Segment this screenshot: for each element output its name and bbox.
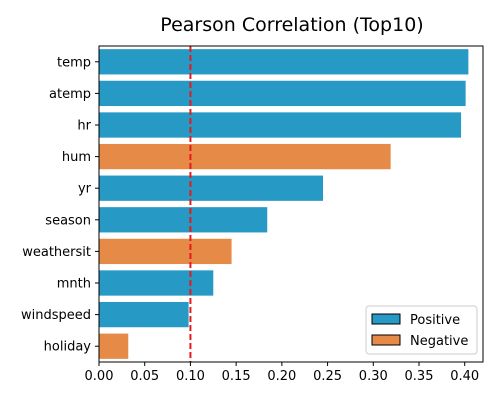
y-tick-label-hr: hr	[77, 119, 91, 134]
bar-weathersit	[99, 239, 232, 264]
y-tick-label-weathersit: weathersit	[22, 245, 91, 260]
y-tick-label-windspeed: windspeed	[21, 308, 91, 323]
legend: Positive Negative	[366, 306, 477, 354]
bar-mnth	[99, 270, 213, 295]
x-tick-label-0.25: 0.25	[313, 369, 342, 384]
y-tick-label-atemp: atemp	[49, 87, 91, 102]
bar-windspeed	[99, 302, 189, 327]
chart-title: Pearson Correlation (Top10)	[160, 14, 423, 36]
x-tick-label-0.40: 0.40	[450, 369, 479, 384]
x-tick-label-0.20: 0.20	[267, 369, 296, 384]
x-axis: 0.00 0.05 0.10 0.15 0.20 0.25 0.30 0.35 0.40	[85, 362, 480, 384]
y-tick-label-season: season	[45, 213, 91, 228]
x-tick-label-0.00: 0.00	[85, 369, 114, 384]
bar-holiday	[99, 334, 128, 359]
legend-swatch-negative	[372, 335, 400, 345]
y-tick-label-mnth: mnth	[57, 277, 91, 292]
y-tick-labels: temp atemp hr hum yr season weathersit mnth wind…	[21, 55, 99, 354]
bar-hum	[99, 144, 391, 169]
legend-label-negative: Negative	[410, 334, 468, 349]
bar-atemp	[99, 81, 466, 106]
x-tick-label-0.35: 0.35	[405, 369, 434, 384]
bar-temp	[99, 49, 468, 74]
legend-swatch-positive	[372, 314, 400, 324]
x-tick-label-0.30: 0.30	[359, 369, 388, 384]
legend-label-positive: Positive	[410, 313, 460, 328]
y-tick-label-yr: yr	[78, 182, 92, 197]
y-tick-label-temp: temp	[57, 55, 91, 70]
bar-season	[99, 207, 267, 232]
bar-hr	[99, 112, 461, 137]
y-tick-label-hum: hum	[62, 150, 91, 165]
bar-yr	[99, 176, 323, 201]
x-tick-label-0.10: 0.10	[176, 369, 205, 384]
x-tick-label-0.15: 0.15	[222, 369, 251, 384]
x-tick-label-0.05: 0.05	[130, 369, 159, 384]
y-tick-label-holiday: holiday	[44, 340, 92, 355]
